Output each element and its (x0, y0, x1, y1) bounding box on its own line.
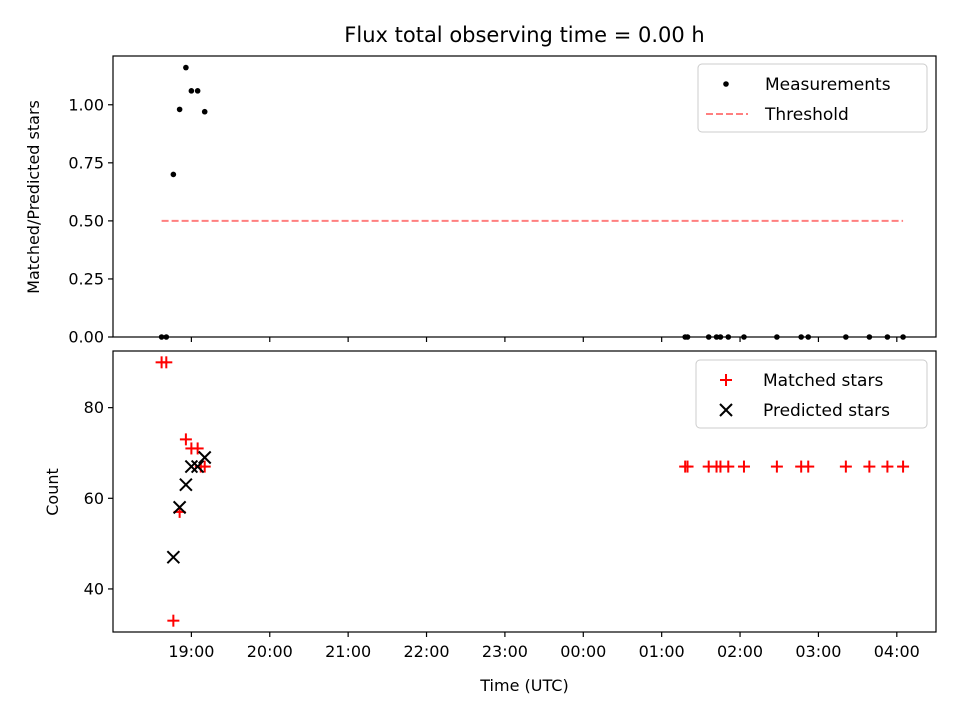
matched-stars-marker (881, 460, 894, 473)
matched-stars-marker (863, 460, 876, 473)
bottom-panel-x-ticks: 19:00 20:00 21:00 22:00 23:00 00:00 01:00 02:00… (168, 632, 920, 661)
x-tick-label: 23:00 (482, 642, 528, 661)
matched-stars-marker (839, 460, 852, 473)
top-panel-y-axis-title: Matched/Predicted stars (24, 100, 43, 294)
measurements-point (194, 88, 201, 94)
top-panel-frame (112, 55, 937, 338)
x-tick-label: 21:00 (325, 642, 371, 661)
measurements-point (183, 64, 189, 71)
top-panel-marks (158, 64, 906, 340)
predicted-stars-marker (166, 550, 181, 564)
legend-label-measurements: Measurements (765, 75, 891, 95)
matched-stars-marker (198, 460, 211, 473)
bottom-panel-marks (155, 356, 910, 627)
bottom-legend: Matched stars Predicted stars (695, 359, 928, 429)
measurements-point (176, 106, 183, 113)
predicted-stars-marker (184, 459, 199, 474)
top-panel-x-ticks (190, 337, 898, 342)
measurements-point (188, 88, 195, 94)
predicted-stars-marker (172, 500, 187, 515)
legend-marker-predicted-stars (719, 403, 733, 417)
x-tick-label: 04:00 (874, 642, 920, 661)
predicted-stars-marker (190, 459, 205, 474)
bottom-legend-box (695, 359, 928, 429)
legend-label-threshold: Threshold (764, 105, 849, 125)
top-legend-box (697, 63, 928, 133)
predicted-stars-marker (197, 450, 212, 465)
matched-stars-marker (179, 433, 192, 446)
bottom-y-tick-label: 60 (84, 489, 104, 508)
measurements-point (170, 171, 177, 178)
x-axis-title: Time (UTC) (479, 676, 568, 695)
matched-stars-marker (770, 460, 783, 473)
matched-stars-marker (191, 442, 204, 455)
x-tick-label: 22:00 (403, 642, 449, 661)
bottom-y-tick-label: 40 (84, 579, 104, 598)
top-y-tick-label: 0.50 (68, 211, 104, 230)
x-tick-label: 03:00 (795, 642, 841, 661)
measurements-point (201, 108, 208, 115)
bottom-panel-y-ticks: 40 60 80 (84, 398, 113, 598)
bottom-y-tick-label: 80 (84, 398, 104, 417)
legend-marker-matched-stars (720, 374, 732, 386)
x-tick-label: 20:00 (247, 642, 293, 661)
matched-stars-marker (802, 460, 815, 473)
top-panel-y-ticks: 0.00 0.25 0.50 0.75 1.00 (68, 95, 113, 347)
legend-label-predicted-stars: Predicted stars (763, 401, 890, 421)
legend-marker-measurements (723, 81, 729, 87)
matched-stars-marker (722, 460, 735, 473)
bottom-panel-y-axis-title: Count (43, 468, 62, 516)
bottom-panel: 40 60 80 19:00 20:00 21:00 22:00 23:00 00:00 01:… (43, 350, 937, 695)
matched-stars-marker (897, 460, 910, 473)
matched-stars-marker (167, 614, 180, 627)
matched-stars-marker (160, 356, 173, 369)
matched-stars-marker (681, 460, 694, 473)
top-y-tick-label: 0.00 (68, 328, 104, 347)
top-y-tick-label: 0.25 (68, 269, 104, 288)
x-tick-label: 00:00 (560, 642, 606, 661)
matched-stars-marker (737, 460, 750, 473)
top-y-tick-label: 1.00 (68, 95, 104, 114)
legend-label-matched-stars: Matched stars (763, 371, 883, 391)
x-tick-label: 01:00 (639, 642, 685, 661)
top-y-tick-label: 0.75 (68, 153, 104, 172)
predicted-stars-marker (179, 477, 193, 492)
bottom-panel-frame (112, 350, 937, 633)
top-panel: 0.00 0.25 0.50 0.75 1.00 Matched/Predicted s… (24, 55, 937, 347)
top-legend: Measurements Threshold (697, 63, 928, 133)
x-tick-label: 19:00 (168, 642, 214, 661)
x-tick-label: 02:00 (717, 642, 763, 661)
chart-title: Flux total observing time = 0.00 h (344, 23, 704, 47)
